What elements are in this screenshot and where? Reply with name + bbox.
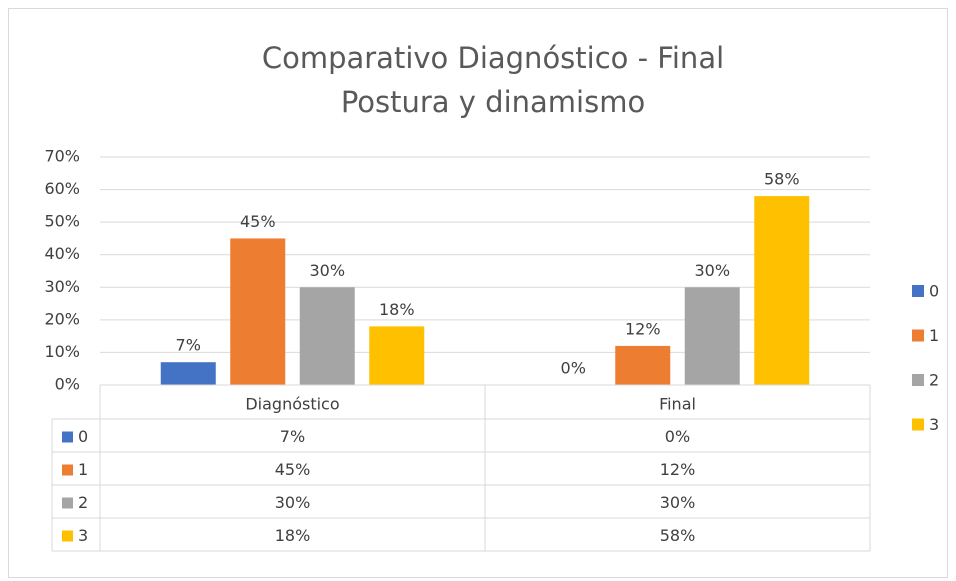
table-row-label: 1	[78, 460, 88, 479]
y-tick-label: 60%	[44, 179, 80, 198]
bar	[615, 345, 671, 385]
legend-key	[912, 285, 924, 297]
legend-label: 2	[929, 371, 939, 390]
data-label: 58%	[764, 170, 800, 189]
data-label: 30%	[694, 261, 730, 280]
bar	[369, 326, 425, 385]
y-tick-label: 40%	[44, 244, 80, 263]
data-label: 45%	[240, 212, 276, 231]
data-label: 7%	[176, 336, 201, 355]
table-header: Final	[659, 395, 696, 414]
table-row-label: 3	[78, 526, 88, 545]
table-cell: 45%	[275, 460, 311, 479]
data-label: 18%	[379, 300, 415, 319]
table-row-label: 2	[78, 493, 88, 512]
table-row-label: 0	[78, 427, 88, 446]
y-tick-label: 50%	[44, 212, 80, 231]
bar	[160, 362, 216, 385]
table-legend-key	[62, 530, 73, 542]
data-label: 12%	[625, 319, 661, 338]
bar	[299, 287, 355, 385]
table-cell: 0%	[665, 427, 690, 446]
y-tick-label: 30%	[44, 277, 80, 296]
y-tick-label: 70%	[44, 147, 80, 166]
legend-key	[912, 329, 924, 342]
chart-title: Comparativo Diagnóstico - Final	[262, 41, 724, 75]
data-label: 30%	[309, 261, 345, 280]
table-cell: 30%	[660, 493, 696, 512]
bar	[684, 287, 740, 385]
table-cell: 7%	[280, 427, 305, 446]
table-header: Diagnóstico	[245, 395, 339, 414]
table-cell: 58%	[660, 526, 696, 545]
table-cell: 18%	[275, 526, 311, 545]
table-cell: 12%	[660, 460, 696, 479]
table-legend-key	[62, 497, 73, 509]
table-legend-key	[62, 464, 73, 476]
legend-key	[912, 374, 924, 386]
data-label: 0%	[561, 359, 586, 378]
legend-label: 1	[929, 326, 939, 345]
chart-subtitle: Postura y dinamismo	[341, 85, 645, 119]
legend-key	[912, 418, 924, 431]
y-tick-label: 0%	[55, 375, 80, 394]
y-tick-label: 10%	[44, 342, 80, 361]
y-tick-label: 20%	[44, 309, 80, 328]
bar	[230, 238, 286, 385]
bar	[754, 196, 810, 385]
legend-label: 0	[929, 282, 939, 301]
table-legend-key	[62, 431, 73, 443]
legend-label: 3	[929, 415, 939, 434]
table-cell: 30%	[275, 493, 311, 512]
